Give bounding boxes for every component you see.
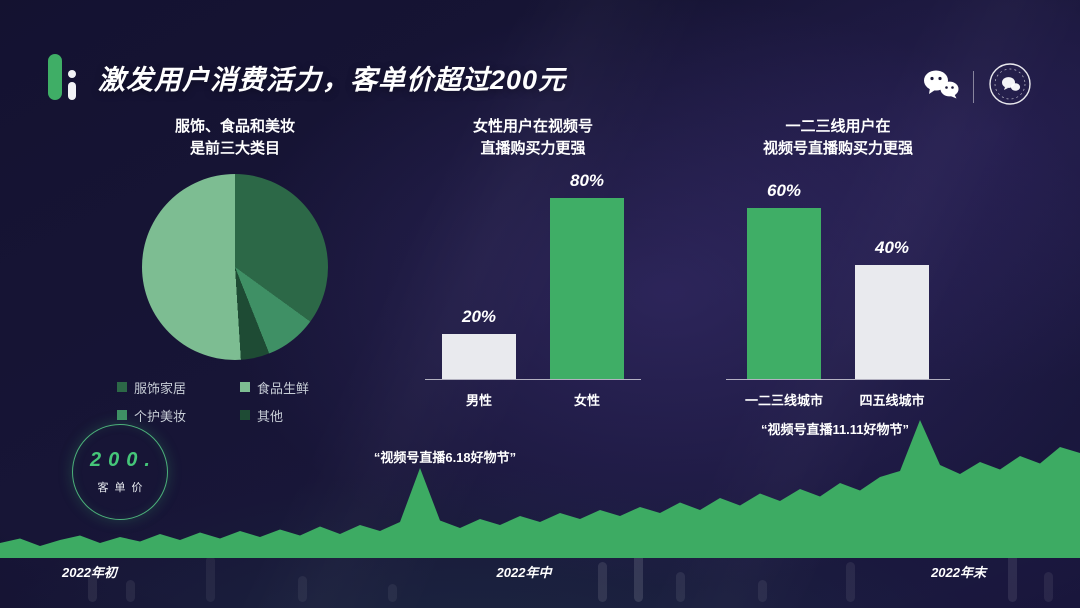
gender-category-labels: 男性 女性: [423, 390, 643, 409]
pie-chart-title: 服饰、食品和美妆 是前三大类目: [105, 116, 365, 160]
bar-value-label: 20%: [461, 306, 497, 326]
bar-group-tier45: 40%: [855, 238, 929, 379]
legend-item: 其他: [240, 406, 353, 425]
seal-badge-icon: [988, 62, 1032, 111]
page-title: 激发用户消费活力，客单价超过200元: [98, 64, 567, 95]
legend-item: 服饰家居: [117, 378, 230, 397]
pie-legend: 服饰家居 食品生鲜 个护美妆 其他: [117, 378, 353, 425]
logo-white-dot: [68, 70, 76, 78]
city-chart-title: 一二三线用户在 视频号直播购买力更强: [718, 116, 958, 160]
x-label-end: 2022年末: [931, 565, 986, 580]
legend-swatch: [117, 410, 127, 420]
bar-female: [550, 197, 624, 379]
bar-tier45: [855, 264, 929, 379]
legend-label: 个护美妆: [134, 408, 187, 424]
legend-swatch: [240, 382, 250, 392]
bar-group-female: 80%: [550, 171, 624, 379]
badge-label: 客单价: [97, 482, 149, 494]
x-label-mid: 2022年中: [496, 565, 552, 580]
deco-bar: [388, 584, 397, 602]
gender-chart-title: 女性用户在视频号 直播购买力更强: [423, 116, 643, 160]
legend-item: 个护美妆: [117, 406, 230, 425]
bar-male: [442, 333, 516, 379]
deco-bar: [126, 580, 135, 602]
wechat-icon: [923, 69, 959, 104]
legend-swatch: [117, 382, 127, 392]
deco-bar: [758, 580, 767, 602]
category-label: 一二三线城市: [744, 392, 823, 408]
city-bar-chart: 一二三线用户在 视频号直播购买力更强 60% 40% 一二三线城市 四五线城市: [718, 116, 958, 409]
city-category-labels: 一二三线城市 四五线城市: [718, 390, 958, 409]
legend-item: 食品生鲜: [240, 378, 353, 397]
legend-label: 服饰家居: [134, 380, 187, 396]
annotation-1111: “视频号直播11.11好物节”: [760, 422, 910, 437]
gender-bar-chart: 女性用户在视频号 直播购买力更强 20% 80% 男性 女性: [423, 116, 643, 409]
logo-white-bar: [68, 82, 76, 100]
bar-group-tier123: 60%: [747, 181, 821, 379]
deco-bar: [1044, 572, 1053, 602]
city-bar-area: 60% 40%: [718, 162, 958, 379]
pie-chart: [142, 173, 328, 360]
bar-group-male: 20%: [442, 307, 516, 379]
pie-title-line2: 是前三大类目: [189, 139, 280, 157]
trend-area-polygon: [0, 420, 1080, 558]
annotation-618: “视频号直播6.18好物节”: [373, 450, 517, 465]
gender-title-line2: 直播购买力更强: [480, 139, 586, 157]
header: 激发用户消费活力，客单价超过200元: [48, 52, 566, 102]
logo-green-bar: [48, 54, 62, 100]
bar-tier123: [747, 207, 821, 379]
legend-label: 其他: [257, 408, 284, 424]
city-axis-line: [726, 378, 950, 380]
city-title-line1: 一二三线用户在: [785, 118, 891, 135]
header-divider: [973, 70, 974, 103]
avg-order-value-badge: 200. 客单价: [72, 424, 168, 520]
brand-logo-icon: [48, 52, 82, 102]
x-label-start: 2022年初: [62, 565, 117, 580]
legend-swatch: [240, 410, 250, 420]
badge-value: 200.: [90, 449, 157, 471]
legend-label: 食品生鲜: [257, 380, 310, 396]
bar-value-label: 80%: [569, 170, 605, 190]
gender-axis-line: [425, 378, 641, 380]
category-label: 女性: [573, 392, 600, 408]
header-icons: [923, 62, 1032, 111]
pie-title-line1: 服饰、食品和美妆: [174, 118, 295, 135]
bar-value-label: 40%: [874, 237, 910, 257]
pie-chart-block: 服饰、食品和美妆 是前三大类目 服饰家居 食品生鲜 个护美妆 其他: [105, 116, 365, 425]
category-label: 四五线城市: [859, 392, 925, 408]
trend-area-chart: [0, 420, 1080, 558]
bar-value-label: 60%: [766, 180, 802, 200]
city-title-line2: 视频号直播购买力更强: [762, 139, 913, 157]
gender-title-line1: 女性用户在视频号: [472, 118, 593, 135]
trend-x-axis: 2022年初 2022年中 2022年末: [62, 562, 986, 581]
category-label: 男性: [465, 392, 492, 408]
gender-bar-area: 20% 80%: [423, 162, 643, 379]
